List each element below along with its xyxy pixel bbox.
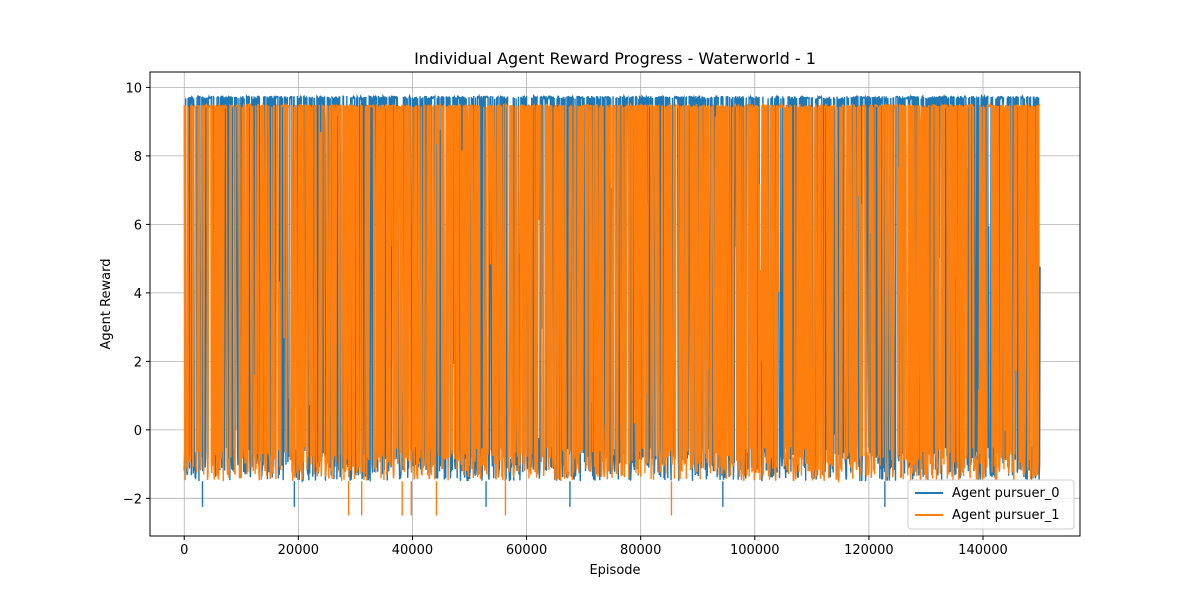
legend-label-pursuer-1: Agent pursuer_1 — [952, 508, 1060, 523]
x-tick-label: 80000 — [620, 543, 661, 558]
x-tick-label: 100000 — [730, 543, 780, 558]
ticks: 0 20000 40000 60000 80000 100000 120000 140000 −… — [123, 81, 1008, 558]
series-line-pursuer-1 — [183, 101, 1041, 516]
legend-label-pursuer-0: Agent pursuer_0 — [952, 486, 1060, 501]
plot-frame — [149, 71, 1081, 537]
chart-title: Individual Agent Reward Progress - Water… — [414, 49, 816, 68]
y-tick-label: 10 — [125, 81, 142, 96]
y-tick-label: 0 — [134, 424, 142, 439]
x-tick-label: 140000 — [958, 543, 1008, 558]
y-tick-label: 8 — [134, 150, 142, 165]
legend: Agent pursuer_0 Agent pursuer_1 — [907, 479, 1075, 530]
x-tick-label: 120000 — [844, 543, 894, 558]
x-axis-title: Episode — [589, 563, 640, 578]
x-tick-label: 40000 — [392, 543, 433, 558]
y-tick-label: 6 — [134, 218, 142, 233]
x-tick-label: 20000 — [278, 543, 319, 558]
legend-box — [907, 479, 1075, 530]
y-tick-label: 2 — [134, 355, 142, 370]
y-tick-label: 4 — [134, 287, 142, 302]
series-layer — [183, 93, 1041, 516]
y-axis-title: Agent Reward — [99, 258, 114, 349]
x-tick-label: 60000 — [506, 543, 547, 558]
x-tick-label: 0 — [180, 543, 188, 558]
y-tick-label: −2 — [123, 492, 142, 507]
